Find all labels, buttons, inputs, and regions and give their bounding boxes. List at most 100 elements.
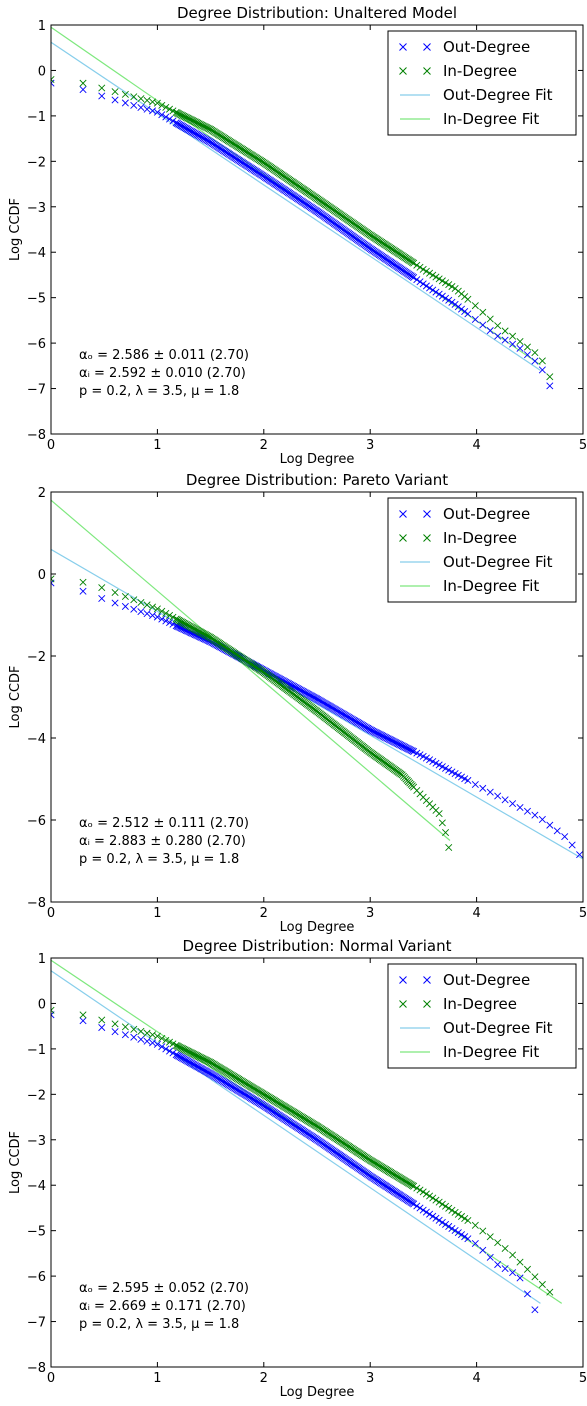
x-tick-label: 1: [153, 1371, 161, 1386]
out-degree-point: [461, 307, 469, 316]
in-degree-point: [448, 1206, 456, 1214]
out-degree-point: [169, 1049, 177, 1057]
x-tick-label: 1: [153, 438, 161, 453]
legend-box: [387, 30, 577, 136]
out-degree-point: [143, 1037, 151, 1045]
in-degree-point: [51, 1006, 55, 1014]
out-degree-point: [454, 771, 462, 779]
legend-label: Out-Degree Fit: [443, 1019, 553, 1037]
x-tick-label: 4: [472, 906, 480, 921]
x-tick-label: 2: [260, 438, 268, 453]
fit-annotations: αₒ = 2.586 ± 0.011 (2.70) αᵢ = 2.592 ± 0.…: [79, 348, 249, 399]
in-degree-point: [130, 1025, 138, 1033]
in-degree-point: [442, 1202, 450, 1210]
in-degree-point: [158, 101, 166, 109]
out-degree-point: [149, 611, 157, 619]
in-degree-point: [137, 95, 145, 103]
out-degree-point: [416, 278, 424, 286]
out-degree-point: [162, 1045, 170, 1053]
out-degree-point: [98, 594, 106, 603]
in-degree-point: [442, 829, 450, 837]
in-degree-point: [162, 103, 170, 111]
in-degree-point: [509, 1251, 517, 1259]
in-degree-point: [143, 96, 151, 104]
out-degree-point: [464, 310, 472, 318]
in-degree-point: [509, 332, 517, 340]
legend-label: Out-Degree Fit: [443, 553, 553, 571]
out-degree-point: [523, 1290, 531, 1298]
out-degree-point: [130, 1033, 138, 1041]
out-degree-point: [435, 761, 443, 769]
alpha-in-annotation: αᵢ = 2.669 ± 0.171 (2.70): [79, 1299, 246, 1314]
out-degree-point: [464, 1235, 472, 1243]
out-degree-series: [51, 79, 554, 390]
legend-box: [387, 497, 577, 603]
y-tick-label: −2: [27, 650, 46, 665]
y-tick-label: 0: [38, 64, 46, 79]
out-degree-point: [501, 796, 509, 804]
out-degree-point: [494, 1261, 502, 1269]
legend-out-degree-marker: [399, 43, 407, 51]
out-degree-point: [435, 290, 443, 298]
in-degree-point: [538, 357, 546, 365]
in-degree-point: [486, 315, 494, 323]
out-degree-point: [413, 276, 421, 284]
y-tick-label: −3: [27, 1134, 46, 1149]
out-degree-point: [509, 340, 517, 348]
in-degree-point: [435, 275, 443, 283]
in-degree-point: [531, 349, 539, 357]
out-degree-point: [546, 821, 554, 829]
in-degree-point: [79, 79, 87, 87]
y-tick-label: −4: [27, 1179, 46, 1194]
in-degree-point: [432, 1196, 440, 1204]
in-degree-point: [516, 1258, 524, 1266]
y-tick-label: −1: [27, 110, 46, 125]
out-degree-point: [130, 101, 138, 109]
in-degree-point: [419, 265, 427, 273]
out-degree-point: [457, 773, 466, 781]
in-degree-point: [464, 1217, 472, 1225]
y-tick-label: 1: [38, 19, 46, 34]
out-degree-point: [516, 1274, 524, 1282]
in-degree-point: [523, 343, 531, 351]
out-degree-point: [445, 1222, 453, 1230]
y-tick-label: 0: [38, 997, 46, 1012]
legend-label: Out-Degree Fit: [443, 86, 553, 104]
out-degree-point: [461, 775, 469, 783]
x-tick-label: 0: [47, 906, 55, 921]
out-degree-point: [419, 1206, 427, 1214]
x-tick-label: 1: [153, 906, 161, 921]
in-degree-point: [435, 1198, 443, 1206]
in-degree-point: [538, 1280, 546, 1288]
out-degree-point: [531, 357, 539, 365]
out-degree-point: [523, 351, 531, 359]
alpha-out-annotation: αₒ = 2.595 ± 0.052 (2.70): [79, 1281, 249, 1296]
legend-in-degree-marker: [423, 67, 431, 75]
out-degree-point: [538, 815, 546, 823]
y-tick-label: −8: [27, 428, 46, 443]
out-degree-point: [442, 1220, 450, 1228]
out-degree-point: [111, 96, 119, 104]
out-degree-point: [553, 827, 561, 835]
in-degree-point: [130, 596, 138, 604]
out-degree-point: [149, 107, 157, 115]
legend: Out-Degree In-Degree Out-Degree Fit In-Degr…: [387, 30, 577, 136]
out-degree-fit-line: [51, 41, 541, 371]
plot-area: [51, 26, 554, 390]
in-degree-point: [494, 322, 502, 330]
out-degree-point: [429, 1212, 437, 1220]
out-degree-point: [457, 305, 466, 313]
y-tick-label: −6: [27, 337, 46, 352]
in-degree-point: [464, 295, 472, 303]
out-degree-point: [153, 108, 161, 116]
alpha-in-annotation: αᵢ = 2.592 ± 0.010 (2.70): [79, 366, 246, 381]
in-degree-point: [121, 592, 129, 601]
in-degree-point: [445, 1204, 453, 1212]
out-degree-point: [166, 619, 174, 627]
x-tick-label: 2: [260, 906, 268, 921]
out-degree-point: [501, 336, 509, 344]
out-degree-point: [538, 366, 546, 374]
in-degree-point: [153, 99, 161, 107]
out-degree-point: [143, 610, 151, 618]
